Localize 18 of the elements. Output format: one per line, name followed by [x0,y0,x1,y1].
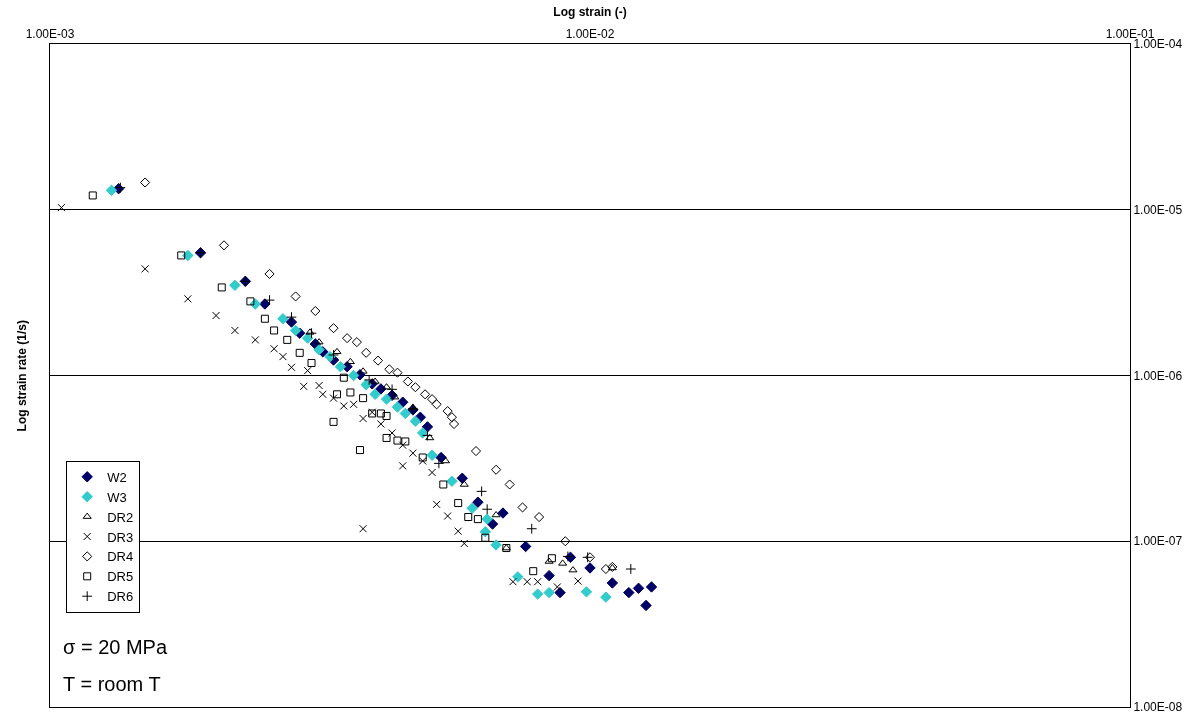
legend-label: DR6 [107,589,134,605]
legend-label: W3 [107,489,127,505]
annotation: σ = 20 MPa [63,636,168,658]
legend-label: W2 [107,469,127,485]
y-tick-label: 1.00E-05 [1133,202,1183,217]
x-axis-title: Log strain (-) [553,4,627,19]
annotation: T = room T [63,673,161,695]
legend-label: DR4 [107,549,134,565]
y-axis-title: Log strain rate (1/s) [15,320,30,432]
y-tick-label: 1.00E-07 [1133,534,1183,549]
y-tick-label: 1.00E-06 [1133,368,1183,383]
y-tick-label: 1.00E-08 [1133,700,1183,715]
x-tick-label: 1.00E-03 [25,27,75,42]
legend-label: DR5 [107,569,134,585]
legend-label: DR2 [107,509,134,525]
y-tick-label: 1.00E-04 [1133,37,1183,52]
legend-label: DR3 [107,529,134,545]
x-tick-label: 1.00E-02 [565,27,615,42]
